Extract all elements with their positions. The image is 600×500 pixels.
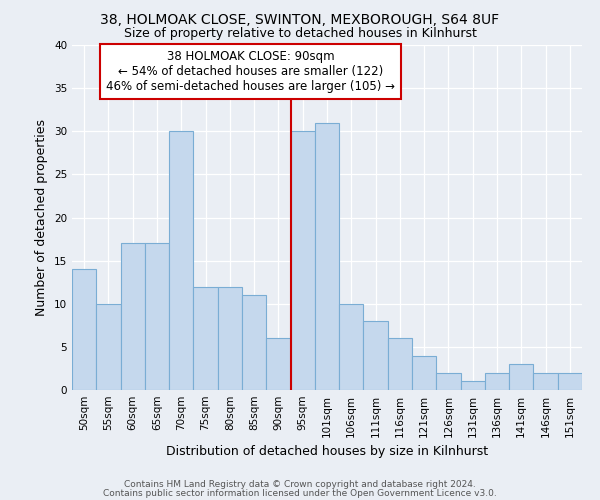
Text: Contains public sector information licensed under the Open Government Licence v3: Contains public sector information licen… [103, 489, 497, 498]
Bar [533, 373, 558, 390]
Bar [315, 122, 339, 390]
Bar [96, 304, 121, 390]
Bar [193, 286, 218, 390]
Text: Size of property relative to detached houses in Kilnhurst: Size of property relative to detached ho… [124, 28, 476, 40]
Bar [364, 321, 388, 390]
Bar [218, 286, 242, 390]
Text: Contains HM Land Registry data © Crown copyright and database right 2024.: Contains HM Land Registry data © Crown c… [124, 480, 476, 489]
Bar [290, 131, 315, 390]
Bar [412, 356, 436, 390]
Text: 38 HOLMOAK CLOSE: 90sqm
← 54% of detached houses are smaller (122)
46% of semi-d: 38 HOLMOAK CLOSE: 90sqm ← 54% of detache… [106, 50, 395, 93]
X-axis label: Distribution of detached houses by size in Kilnhurst: Distribution of detached houses by size … [166, 446, 488, 458]
Bar [558, 373, 582, 390]
Bar [485, 373, 509, 390]
Bar [72, 269, 96, 390]
Y-axis label: Number of detached properties: Number of detached properties [35, 119, 49, 316]
Bar [436, 373, 461, 390]
Bar [169, 131, 193, 390]
Bar [266, 338, 290, 390]
Bar [461, 382, 485, 390]
Bar [242, 295, 266, 390]
Bar [121, 244, 145, 390]
Bar [145, 244, 169, 390]
Bar [388, 338, 412, 390]
Bar [339, 304, 364, 390]
Bar [509, 364, 533, 390]
Text: 38, HOLMOAK CLOSE, SWINTON, MEXBOROUGH, S64 8UF: 38, HOLMOAK CLOSE, SWINTON, MEXBOROUGH, … [100, 12, 500, 26]
